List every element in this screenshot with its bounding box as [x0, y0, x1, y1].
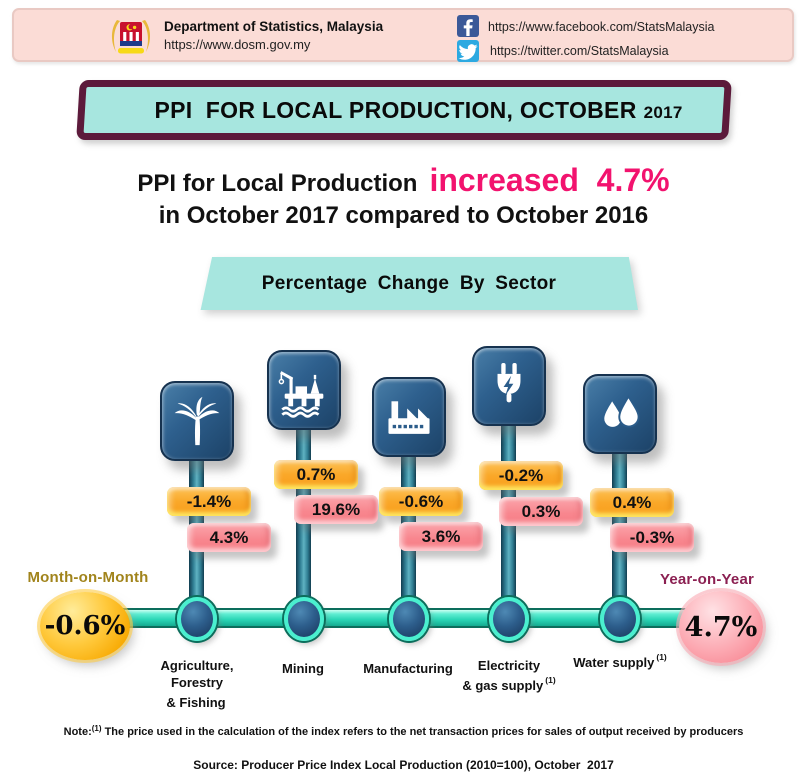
- month-on-month-label: Month-on-Month: [27, 569, 149, 586]
- org-website-link[interactable]: https://www.dosm.gov.my: [164, 37, 311, 52]
- twitter-link[interactable]: https://twitter.com/StatsMalaysia: [490, 44, 669, 58]
- axis-node-electricity: [489, 597, 529, 641]
- pole-water: [612, 414, 627, 622]
- yoy-chip-mining: 19.6%: [294, 495, 378, 524]
- sector-label-manufacturing: Manufacturing: [363, 661, 453, 676]
- facebook-icon[interactable]: [457, 15, 479, 37]
- mom-chip-agriculture: -1.4%: [167, 487, 251, 516]
- mom-chip-water: 0.4%: [590, 488, 674, 517]
- twitter-icon[interactable]: [457, 40, 479, 62]
- sector-label-agriculture: Agriculture, Forestry & Fishing: [160, 658, 234, 710]
- footnote-sup: (1): [91, 724, 102, 733]
- headline-highlight: increased 4.7%: [429, 162, 670, 198]
- month-on-month-value-badge: -0.6%: [40, 592, 130, 660]
- palm-tree-icon: [160, 381, 234, 461]
- year-on-year-label: Year-on-Year: [659, 571, 755, 588]
- year-on-year-value-badge: 4.7%: [679, 591, 763, 663]
- headline: PPI for Local Production increased 4.7% …: [0, 162, 807, 230]
- mom-chip-manufacturing: -0.6%: [379, 487, 463, 516]
- yoy-chip-water: -0.3%: [610, 523, 694, 552]
- headline-line2: in October 2017 compared to October 2016: [158, 202, 649, 229]
- axis-node-agriculture: [177, 597, 217, 641]
- factory-icon: [372, 377, 446, 457]
- source-line: Source: Producer Price Index Local Produ…: [193, 758, 614, 772]
- pole-manufacturing: [401, 417, 416, 622]
- yoy-chip-manufacturing: 3.6%: [399, 522, 483, 551]
- footnote-text: The price used in the calculation of the…: [101, 726, 744, 738]
- mom-chip-mining: 0.7%: [274, 460, 358, 489]
- malaysia-coat-of-arms-logo: [111, 20, 151, 54]
- footnote-label: Note:: [63, 726, 92, 738]
- pole-agriculture: [189, 421, 204, 622]
- footnote: Note:(1) The price used in the calculati…: [0, 724, 807, 738]
- water-drops-icon: [583, 374, 657, 454]
- sector-chart: -1.4% 4.3% 0.7% 19.6% -0.6% 3.6% -0.2% 0…: [0, 330, 807, 730]
- org-name: Department of Statistics, Malaysia: [164, 19, 384, 34]
- facebook-link[interactable]: https://www.facebook.com/StatsMalaysia: [488, 20, 715, 34]
- oil-rig-icon: [267, 350, 341, 430]
- mom-chip-electricity: -0.2%: [479, 461, 563, 490]
- electric-plug-icon: [472, 346, 546, 426]
- axis-node-mining: [284, 597, 324, 641]
- sector-label-electricity: Electricity & gas supply (1): [462, 658, 556, 693]
- sector-label-mining: Mining: [282, 661, 324, 676]
- header-bar: Department of Statistics, Malaysia https…: [12, 8, 794, 62]
- section-banner: Percentage Change By Sector: [180, 257, 638, 310]
- headline-lead: PPI for Local Production: [137, 170, 418, 197]
- axis-node-manufacturing: [389, 597, 429, 641]
- sector-label-water: Water supply (1): [573, 652, 667, 670]
- page-title-year: 2017: [643, 102, 683, 122]
- section-banner-title: Percentage Change By Sector: [261, 272, 557, 294]
- axis-node-water: [600, 597, 640, 641]
- page-title: PPI FOR LOCAL PRODUCTION, OCTOBER: [154, 96, 637, 123]
- yoy-chip-electricity: 0.3%: [499, 497, 583, 526]
- yoy-chip-agriculture: 4.3%: [187, 523, 271, 552]
- title-banner: PPI FOR LOCAL PRODUCTION, OCTOBER 2017: [76, 80, 732, 140]
